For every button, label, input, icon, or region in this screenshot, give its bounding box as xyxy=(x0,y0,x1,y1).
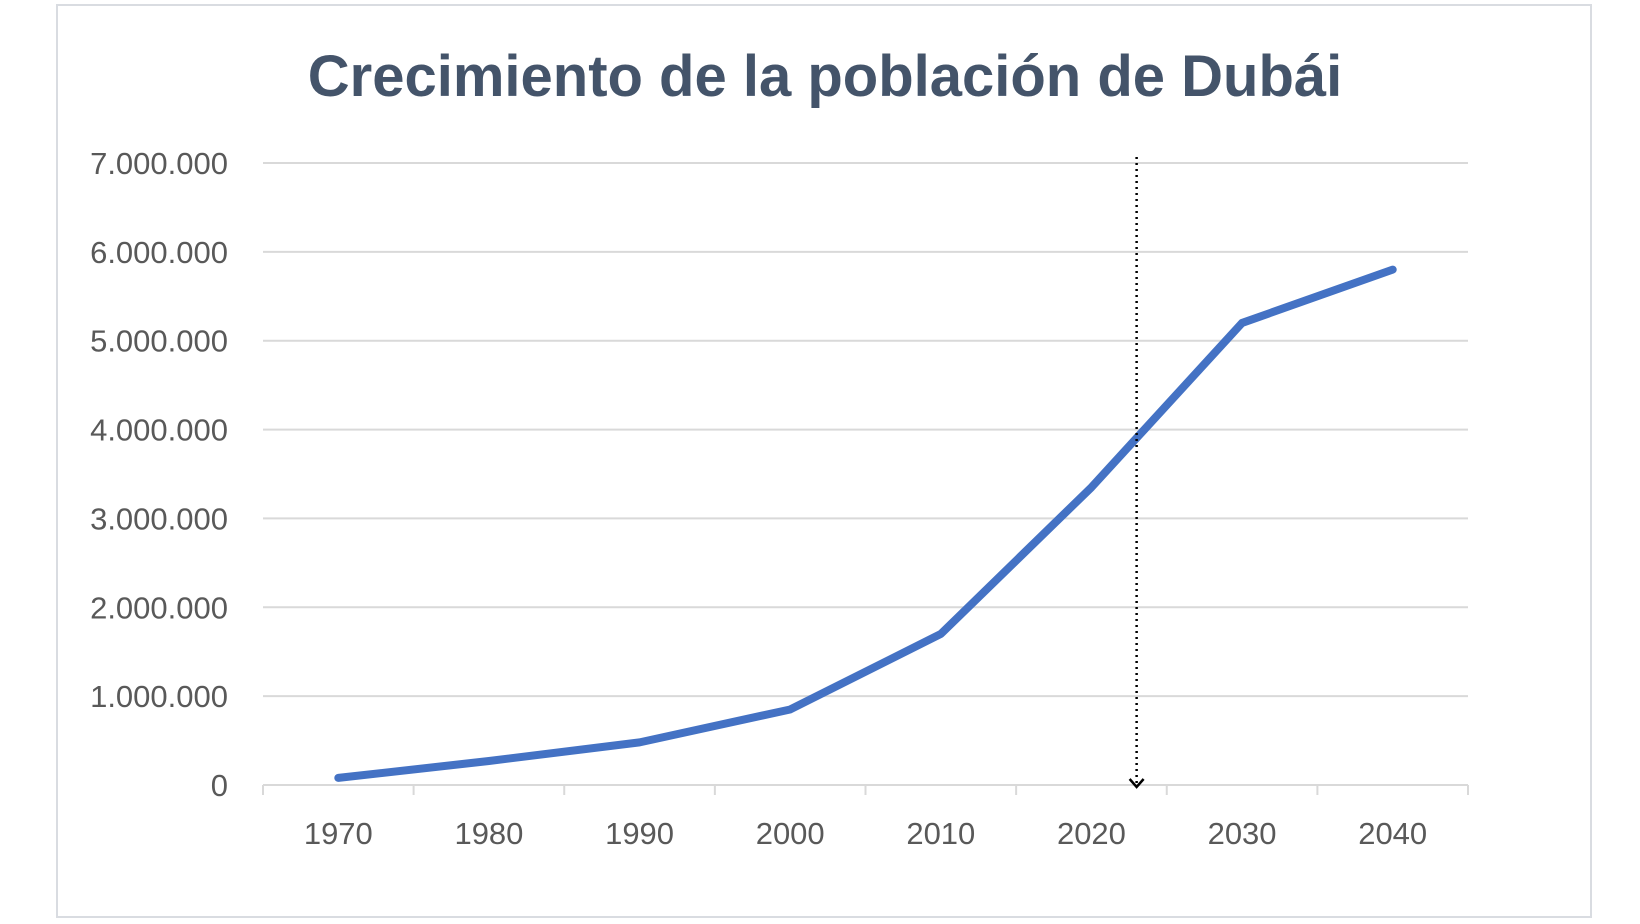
annotations xyxy=(1128,157,1145,789)
y-tick-label: 3.000.000 xyxy=(90,501,228,536)
data-point xyxy=(787,706,794,713)
y-tick-label: 5.000.000 xyxy=(90,324,228,359)
data-point xyxy=(1239,319,1246,326)
x-tick-label: 1970 xyxy=(304,816,373,851)
data-point xyxy=(485,758,492,765)
series-group xyxy=(334,265,1397,782)
data-point xyxy=(1088,484,1095,491)
data-point xyxy=(1389,266,1396,273)
series-line xyxy=(334,265,1397,782)
x-axis: 1970 1980 1990 2000 2010 2020 2030 2040 xyxy=(262,784,1469,851)
chart-title: Crecimiento de la población de Dubái xyxy=(308,44,1343,109)
y-tick-label: 6.000.000 xyxy=(90,235,228,270)
x-tick-label: 1980 xyxy=(454,816,523,851)
y-tick-label: 7.000.000 xyxy=(90,146,228,181)
x-tick-label: 2020 xyxy=(1057,816,1126,851)
y-tick-label: 4.000.000 xyxy=(90,413,228,448)
y-axis-ticks: 0 1.000.000 2.000.000 3.000.000 4.000.000 5.0… xyxy=(90,146,228,803)
grid-lines xyxy=(263,162,1468,698)
y-tick-label: 0 xyxy=(211,768,228,803)
data-point xyxy=(937,630,944,637)
data-point xyxy=(335,774,342,781)
y-tick-label: 1.000.000 xyxy=(90,679,228,714)
data-point xyxy=(636,739,643,746)
chart-frame xyxy=(56,4,1592,918)
x-tick-label: 1990 xyxy=(605,816,674,851)
x-tick-label: 2010 xyxy=(906,816,975,851)
x-tick-label: 2040 xyxy=(1358,816,1427,851)
x-tick-label: 2030 xyxy=(1208,816,1277,851)
x-tick-label: 2000 xyxy=(756,816,825,851)
y-tick-label: 2.000.000 xyxy=(90,590,228,625)
arrowhead-down-icon xyxy=(1128,778,1145,789)
